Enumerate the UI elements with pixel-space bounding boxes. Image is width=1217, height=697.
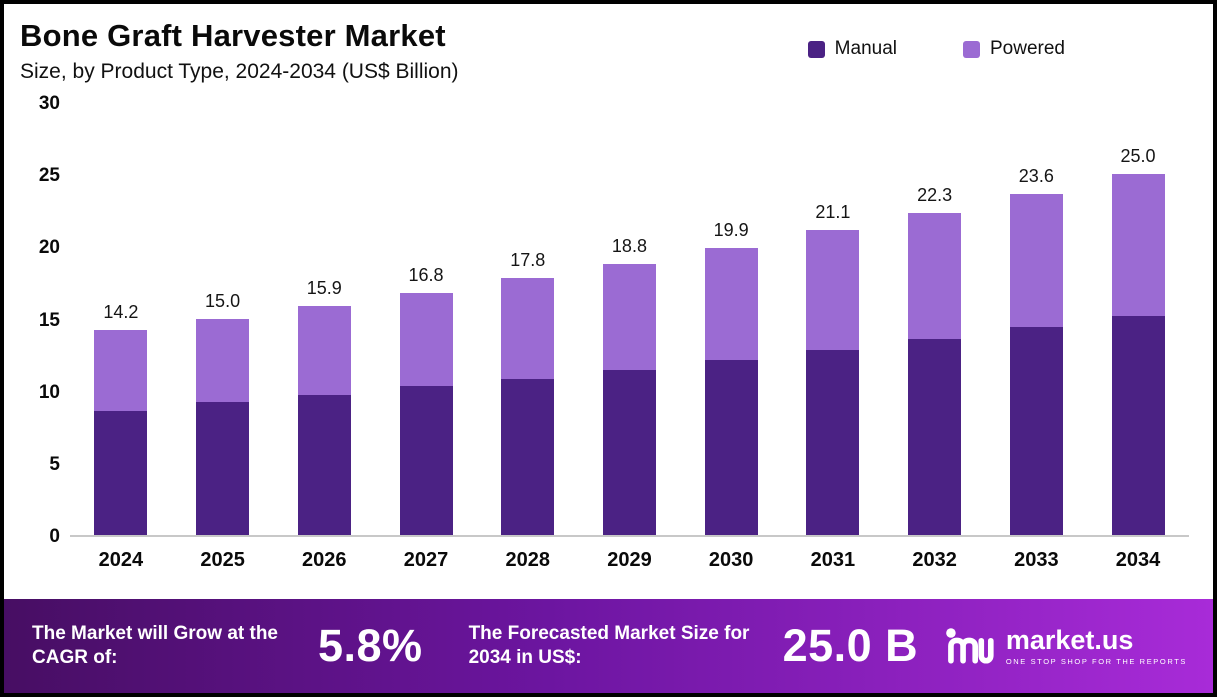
bar-column: 25.0 bbox=[1091, 104, 1185, 535]
brand-name: market.us bbox=[1005, 624, 1134, 655]
bar-total-label: 23.6 bbox=[1018, 166, 1054, 187]
legend: Manual Powered bbox=[807, 38, 1065, 60]
x-axis-label: 2029 bbox=[607, 549, 652, 571]
bar-segment-powered[interactable] bbox=[908, 213, 962, 339]
x-axis-label: 2034 bbox=[1115, 549, 1161, 571]
x-axis-label: 2031 bbox=[810, 549, 856, 571]
brand-logo[interactable]: market.us ONE STOP SHOP FOR THE REPORTS bbox=[944, 623, 1187, 669]
bar-segment-powered[interactable] bbox=[806, 230, 860, 351]
y-tick-label: 0 bbox=[49, 526, 60, 547]
brand-tagline: ONE STOP SHOP FOR THE REPORTS bbox=[1005, 657, 1187, 667]
x-axis: 2024 2025 2026 2027 2028 2029 2030 2031 2032 2033… bbox=[70, 537, 1189, 572]
bar-total-label: 22.3 bbox=[917, 185, 953, 206]
bar-total-label: 15.9 bbox=[306, 277, 342, 298]
bar-column: 17.8 bbox=[481, 104, 575, 535]
bar-total-label: 15.0 bbox=[205, 290, 241, 311]
stacked-bar-chart: 0 5 10 15 20 25 30 14.2 15.0 15.9 16.8 17.8 18.8 19.… bbox=[4, 93, 1213, 599]
bar-column: 18.8 bbox=[582, 104, 676, 535]
legend-item-powered[interactable]: Powered bbox=[963, 38, 1065, 60]
bar-segment-powered[interactable] bbox=[399, 292, 453, 387]
page-title: Bone Graft Harvester Market bbox=[20, 18, 446, 53]
brand-text: market.us ONE STOP SHOP FOR THE REPORTS bbox=[1005, 624, 1187, 667]
bar-segment-manual[interactable] bbox=[297, 395, 351, 535]
stacked-bar[interactable] bbox=[94, 330, 148, 535]
bar-segment-manual[interactable] bbox=[94, 410, 148, 535]
stacked-bar[interactable] bbox=[399, 292, 453, 535]
bar-segment-manual[interactable] bbox=[1009, 327, 1063, 535]
y-tick-label: 5 bbox=[49, 453, 60, 475]
x-axis-label: 2024 bbox=[98, 549, 144, 571]
bar-column: 15.9 bbox=[277, 104, 371, 535]
bar-segment-powered[interactable] bbox=[297, 305, 351, 395]
bar-segment-powered[interactable] bbox=[704, 247, 758, 361]
footer-banner: The Market will Grow at the CAGR of: 5.8… bbox=[4, 599, 1213, 693]
bar-segment-manual[interactable] bbox=[704, 360, 758, 535]
bar-total-label: 25.0 bbox=[1120, 146, 1156, 167]
bar-total-label: 17.8 bbox=[510, 250, 546, 271]
bar-total-label: 21.1 bbox=[815, 202, 851, 223]
bar-total-label: 18.8 bbox=[611, 235, 647, 256]
bar-column: 19.9 bbox=[684, 104, 778, 535]
y-tick-label: 30 bbox=[38, 93, 60, 114]
legend-label-powered: Powered bbox=[990, 38, 1065, 59]
stacked-bar[interactable] bbox=[602, 263, 656, 535]
plot-area: 14.2 15.0 15.9 16.8 17.8 18.8 19.9 21.1 22.3 23.6… bbox=[70, 104, 1189, 537]
x-axis-label: 2030 bbox=[708, 549, 754, 571]
legend-swatch-manual-icon bbox=[807, 40, 825, 58]
stacked-bar[interactable] bbox=[704, 247, 758, 535]
bar-total-label: 16.8 bbox=[408, 264, 444, 285]
stacked-bar[interactable] bbox=[297, 305, 351, 535]
stacked-bar[interactable] bbox=[908, 213, 962, 535]
y-tick-label: 25 bbox=[38, 165, 60, 187]
stacked-bar[interactable] bbox=[1111, 174, 1165, 535]
cagr-value: 5.8% bbox=[318, 620, 423, 671]
bar-total-label: 14.2 bbox=[103, 302, 139, 323]
page-subtitle: Size, by Product Type, 2024-2034 (US$ Bi… bbox=[20, 60, 459, 83]
bar-segment-powered[interactable] bbox=[196, 318, 250, 403]
stacked-bar[interactable] bbox=[806, 230, 860, 535]
bar-segment-powered[interactable] bbox=[602, 263, 656, 371]
forecast-label: The Forecasted Market Size for 2034 in U… bbox=[468, 623, 750, 668]
bar-segment-manual[interactable] bbox=[908, 338, 962, 535]
bar-column: 23.6 bbox=[989, 104, 1083, 535]
x-axis-label: 2025 bbox=[200, 549, 245, 571]
bar-segment-powered[interactable] bbox=[94, 330, 148, 411]
bar-column: 14.2 bbox=[74, 104, 168, 535]
chart-body: 0 5 10 15 20 25 30 14.2 15.0 15.9 16.8 17.8 18.8 19.… bbox=[20, 93, 1189, 547]
bar-segment-powered[interactable] bbox=[501, 278, 555, 380]
cagr-label: The Market will Grow at the CAGR of: bbox=[32, 623, 278, 668]
bar-column: 21.1 bbox=[786, 104, 880, 535]
bar-segment-powered[interactable] bbox=[1009, 194, 1063, 328]
legend-swatch-powered-icon bbox=[963, 40, 980, 58]
chart-header: Bone Graft Harvester Market Size, by Pro… bbox=[4, 4, 1213, 100]
bar-segment-manual[interactable] bbox=[501, 379, 555, 535]
legend-item-manual[interactable]: Manual bbox=[807, 38, 897, 60]
x-axis-label: 2027 bbox=[403, 549, 449, 571]
bar-segment-manual[interactable] bbox=[196, 402, 250, 535]
stacked-bar[interactable] bbox=[1009, 194, 1063, 535]
bar-segment-manual[interactable] bbox=[399, 386, 453, 535]
bar-column: 15.0 bbox=[176, 104, 270, 535]
bar-segment-manual[interactable] bbox=[602, 370, 656, 535]
forecast-value: 25.0 B bbox=[782, 620, 919, 671]
market-us-logo-icon bbox=[946, 628, 994, 664]
y-axis: 0 5 10 15 20 25 30 bbox=[20, 93, 70, 547]
bar-segment-powered[interactable] bbox=[1111, 174, 1165, 316]
bar-column: 16.8 bbox=[379, 104, 473, 535]
y-tick-label: 10 bbox=[38, 381, 60, 403]
x-axis-label: 2033 bbox=[1014, 549, 1059, 571]
x-axis-label: 2026 bbox=[302, 549, 347, 571]
legend-label-manual: Manual bbox=[834, 38, 897, 59]
x-axis-label: 2028 bbox=[505, 549, 550, 571]
bar-segment-manual[interactable] bbox=[1111, 315, 1165, 535]
bar-column: 22.3 bbox=[888, 104, 982, 535]
x-axis-label: 2032 bbox=[912, 549, 957, 571]
y-tick-label: 20 bbox=[38, 237, 60, 259]
bar-total-label: 19.9 bbox=[713, 219, 749, 240]
stacked-bar[interactable] bbox=[196, 318, 250, 535]
bar-segment-manual[interactable] bbox=[806, 350, 860, 535]
stacked-bar[interactable] bbox=[501, 278, 555, 535]
y-tick-label: 15 bbox=[38, 309, 60, 331]
